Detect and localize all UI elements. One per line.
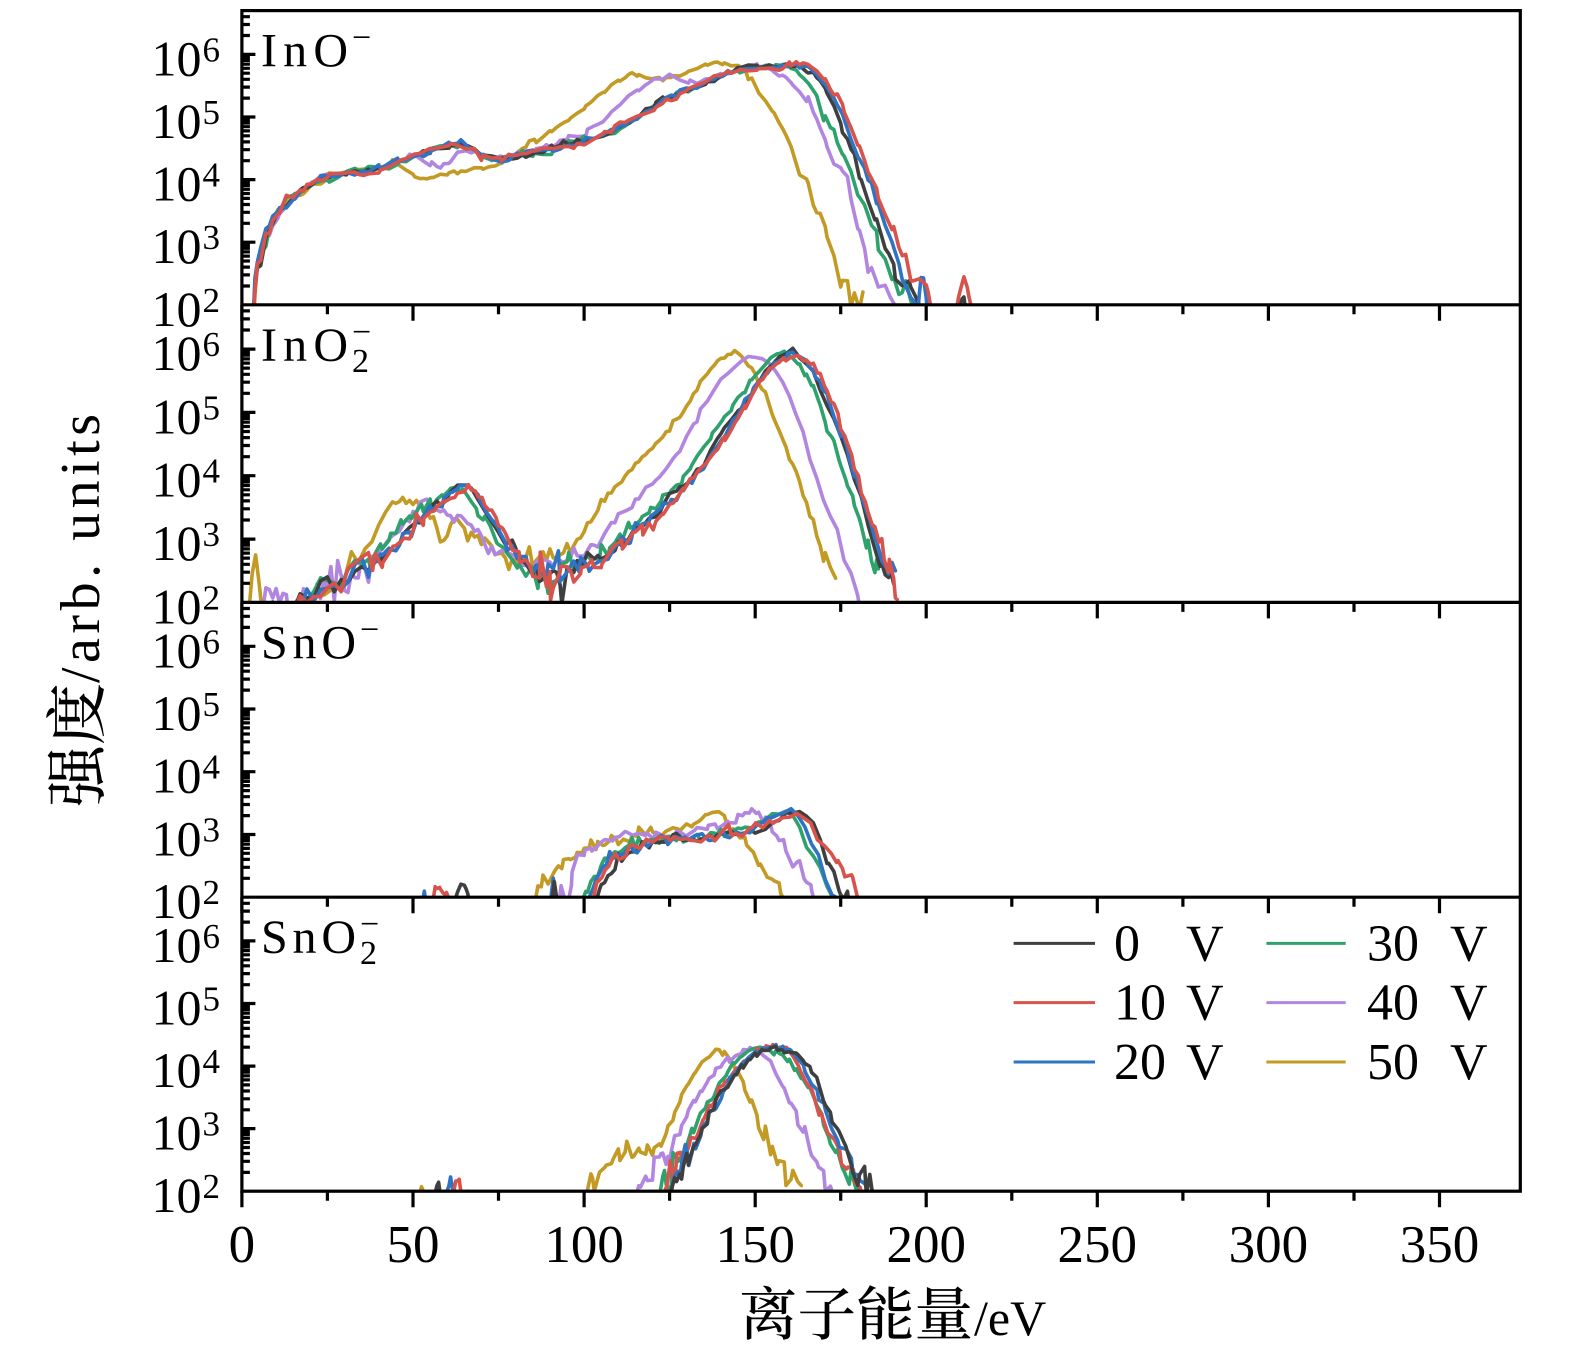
svg-text:SnO: SnO: [261, 911, 356, 964]
svg-text:250: 250: [1058, 1216, 1138, 1274]
svg-text:300: 300: [1229, 1216, 1309, 1274]
svg-text:V: V: [1186, 975, 1224, 1032]
svg-text:2: 2: [203, 281, 221, 320]
svg-text:3: 3: [203, 811, 221, 850]
svg-text:/arb. units: /arb. units: [50, 414, 112, 683]
svg-text:5: 5: [203, 388, 221, 427]
svg-text:10: 10: [152, 980, 202, 1036]
svg-text:5: 5: [203, 980, 221, 1019]
svg-text:10: 10: [152, 748, 202, 804]
svg-text:10: 10: [1114, 975, 1166, 1032]
svg-text:3: 3: [203, 515, 221, 554]
svg-text:V: V: [1450, 915, 1488, 972]
svg-text:10: 10: [152, 388, 202, 444]
svg-text:350: 350: [1400, 1216, 1480, 1274]
svg-text:5: 5: [203, 93, 221, 132]
svg-text:10: 10: [152, 325, 202, 381]
svg-text:V: V: [1186, 1034, 1224, 1091]
svg-text:100: 100: [544, 1216, 624, 1274]
svg-text:6: 6: [203, 325, 221, 364]
svg-text:0: 0: [1114, 915, 1140, 972]
svg-text:10: 10: [152, 93, 202, 149]
svg-text:10: 10: [152, 515, 202, 571]
svg-text:10: 10: [152, 811, 202, 867]
svg-text:10: 10: [152, 685, 202, 741]
svg-text:5: 5: [203, 685, 221, 724]
svg-text:−: −: [360, 906, 379, 943]
svg-text:/eV: /eV: [974, 1290, 1046, 1346]
svg-text:SnO: SnO: [261, 616, 356, 669]
svg-text:10: 10: [152, 281, 202, 337]
svg-text:10: 10: [152, 1042, 202, 1098]
svg-text:V: V: [1450, 1034, 1488, 1091]
svg-text:10: 10: [152, 1105, 202, 1161]
svg-text:−: −: [360, 611, 379, 648]
svg-text:200: 200: [886, 1216, 966, 1274]
svg-text:150: 150: [715, 1216, 795, 1274]
svg-text:50: 50: [387, 1216, 440, 1274]
svg-text:6: 6: [203, 622, 221, 661]
svg-text:V: V: [1186, 915, 1224, 972]
svg-text:10: 10: [152, 873, 202, 929]
svg-text:10: 10: [152, 1167, 202, 1223]
svg-text:4: 4: [203, 156, 221, 195]
svg-text:30: 30: [1367, 915, 1419, 972]
svg-text:10: 10: [152, 218, 202, 274]
svg-text:0: 0: [229, 1216, 256, 1274]
svg-text:2: 2: [352, 343, 369, 380]
svg-text:4: 4: [203, 1042, 221, 1081]
svg-text:10: 10: [152, 452, 202, 508]
svg-text:4: 4: [203, 452, 221, 491]
svg-text:2: 2: [360, 935, 377, 972]
svg-text:6: 6: [203, 917, 221, 956]
svg-text:50: 50: [1367, 1034, 1419, 1091]
svg-text:10: 10: [152, 622, 202, 678]
svg-text:3: 3: [203, 1105, 221, 1144]
svg-text:InO: InO: [261, 319, 348, 372]
svg-text:InO: InO: [261, 25, 348, 78]
svg-text:10: 10: [152, 156, 202, 212]
svg-text:V: V: [1450, 975, 1488, 1032]
svg-text:2: 2: [203, 1167, 221, 1206]
svg-text:6: 6: [203, 30, 221, 69]
svg-text:2: 2: [203, 578, 221, 617]
svg-text:−: −: [352, 20, 371, 57]
svg-text:4: 4: [203, 748, 221, 787]
svg-text:40: 40: [1367, 975, 1419, 1032]
svg-text:10: 10: [152, 30, 202, 86]
svg-text:3: 3: [203, 218, 221, 257]
svg-text:2: 2: [203, 873, 221, 912]
svg-text:10: 10: [152, 578, 202, 634]
svg-text:−: −: [352, 314, 371, 351]
svg-text:10: 10: [152, 917, 202, 973]
svg-text:20: 20: [1114, 1034, 1166, 1091]
